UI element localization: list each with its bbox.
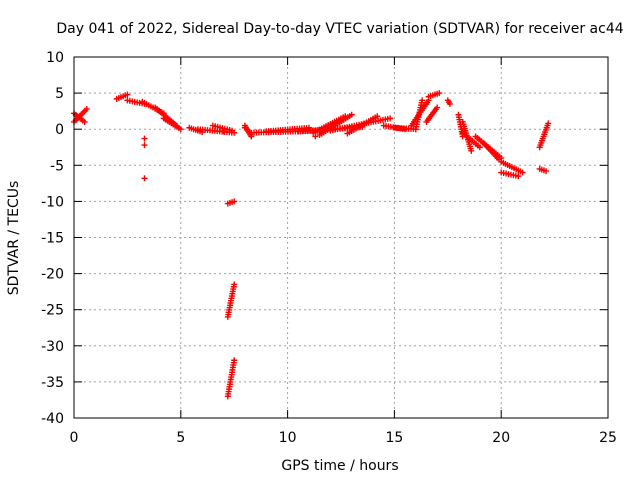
grid-lines <box>74 57 608 418</box>
chart-title: Day 041 of 2022, Sidereal Day-to-day VTE… <box>56 21 623 37</box>
data-point <box>519 169 526 176</box>
data-point <box>141 175 148 182</box>
data-point <box>374 113 381 120</box>
data-point <box>543 168 550 175</box>
data-point <box>241 124 248 131</box>
data-point <box>231 357 238 364</box>
x-tick-label: 0 <box>70 430 79 446</box>
data-markers <box>71 90 552 400</box>
y-axis-label: SDTVAR / TECUs <box>6 181 22 296</box>
data-point <box>83 105 90 112</box>
x-tick-label: 5 <box>176 430 185 446</box>
data-point <box>387 115 394 122</box>
data-point <box>434 104 441 111</box>
data-point <box>231 281 238 288</box>
y-tick-label: 0 <box>55 122 64 138</box>
y-tick-label: 10 <box>46 50 64 66</box>
data-point <box>419 97 426 104</box>
y-tick-label: -30 <box>41 339 64 355</box>
x-tick-label: 15 <box>385 430 403 446</box>
data-point <box>312 133 319 140</box>
y-tick-label: -20 <box>41 267 64 283</box>
x-axis-label: GPS time / hours <box>281 458 398 474</box>
x-tick-label: 20 <box>492 430 510 446</box>
y-tick-label: -40 <box>41 411 64 427</box>
data-point <box>231 198 238 205</box>
data-point <box>124 91 131 98</box>
plot-frame <box>73 56 609 419</box>
data-point <box>468 147 475 154</box>
data-point <box>348 111 355 118</box>
data-point <box>177 126 184 133</box>
y-tick-label: -15 <box>41 231 64 247</box>
data-point <box>515 173 522 180</box>
data-point <box>229 127 236 134</box>
data-point <box>545 120 552 127</box>
axis-ticks: 0 5 10 15 20 25 10 5 0 -5 -10 -15 -20 -25 -30 -35 -40 <box>41 50 617 446</box>
data-point <box>81 118 88 125</box>
data-point <box>141 142 148 149</box>
x-tick-label: 25 <box>599 430 617 446</box>
x-tick-label: 10 <box>279 430 297 446</box>
y-tick-label: -25 <box>41 303 64 319</box>
y-tick-label: -5 <box>50 158 64 174</box>
y-tick-label: 5 <box>55 86 64 102</box>
y-tick-label: -10 <box>41 194 64 210</box>
data-point <box>220 128 227 135</box>
data-point <box>476 144 483 151</box>
data-point <box>446 100 453 107</box>
y-tick-label: -35 <box>41 375 64 391</box>
data-point <box>141 135 148 142</box>
data-point <box>436 90 443 97</box>
